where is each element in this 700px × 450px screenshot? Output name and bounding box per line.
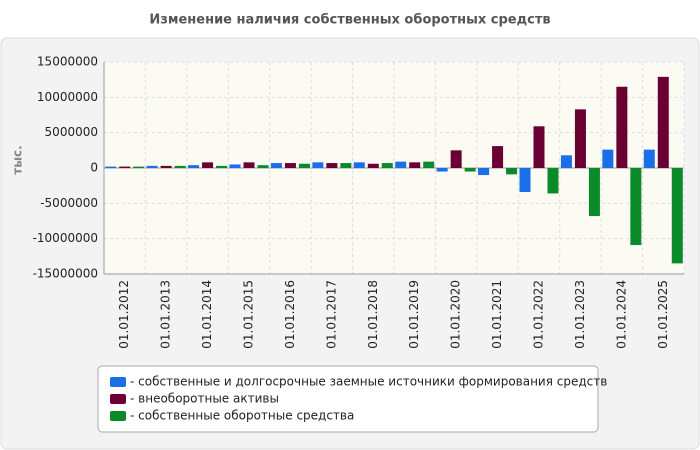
bar (312, 162, 324, 168)
bar (657, 76, 669, 168)
bar (298, 163, 310, 168)
x-tick-label: 01.01.2023 (573, 280, 587, 349)
x-tick-label: 01.01.2021 (490, 280, 504, 349)
bar (560, 155, 572, 168)
bar (243, 162, 255, 168)
x-tick-label: 01.01.2015 (242, 280, 256, 349)
legend-label: - внеоборотные активы (130, 392, 279, 406)
bar (547, 168, 559, 194)
y-tick-label: 5000000 (45, 125, 98, 139)
y-tick-label: -10000000 (33, 231, 98, 245)
bar (216, 165, 228, 168)
bar (616, 86, 628, 168)
bar (464, 168, 476, 172)
bar (367, 163, 379, 168)
bar (643, 149, 655, 168)
y-axis-label: тыс. (11, 145, 25, 174)
x-tick-label: 01.01.2022 (532, 280, 546, 349)
bar (284, 163, 296, 168)
x-tick-label: 01.01.2019 (407, 280, 421, 349)
bar (119, 166, 131, 168)
bar (174, 165, 186, 168)
bar (436, 168, 448, 172)
x-tick-label: 01.01.2014 (200, 280, 214, 349)
legend (97, 365, 599, 433)
legend-swatch (110, 411, 126, 421)
bar (395, 161, 407, 168)
y-tick-label: 10000000 (37, 90, 98, 104)
bar (519, 168, 531, 193)
y-tick-label: -5000000 (40, 196, 98, 210)
bar (574, 109, 586, 168)
bar (506, 168, 518, 175)
bar (257, 165, 269, 168)
x-tick-label: 01.01.2012 (117, 280, 131, 349)
x-tick-label: 01.01.2016 (283, 280, 297, 349)
bar (450, 150, 462, 168)
bar (326, 163, 338, 168)
bar (353, 162, 365, 168)
bar (409, 162, 421, 168)
bar (229, 164, 241, 168)
x-tick-label: 01.01.2017 (324, 280, 338, 349)
x-tick-label: 01.01.2025 (656, 280, 670, 349)
bar (478, 168, 490, 176)
x-tick-label: 01.01.2018 (366, 280, 380, 349)
bar (671, 168, 683, 264)
legend-swatch (110, 394, 126, 404)
legend-label: - собственные оборотные средства (130, 409, 354, 423)
bar (602, 149, 614, 168)
bar (533, 126, 545, 168)
bar (188, 165, 200, 168)
chart-title: Изменение наличия собственных оборотных … (149, 13, 550, 28)
legend-swatch (110, 377, 126, 387)
y-tick-label: 0 (90, 161, 98, 175)
bar (270, 163, 282, 168)
x-tick-label: 01.01.2024 (614, 280, 628, 349)
bar (630, 168, 642, 246)
bar (588, 168, 600, 217)
legend-label: - собственные и долгосрочные заемные ист… (130, 375, 607, 389)
bar (133, 166, 145, 168)
bar (146, 165, 158, 168)
bar (423, 161, 435, 168)
y-tick-label: -15000000 (33, 267, 98, 281)
bar (492, 146, 504, 168)
x-tick-label: 01.01.2013 (159, 280, 173, 349)
bar (160, 165, 172, 168)
bar (340, 163, 352, 168)
x-tick-label: 01.01.2020 (449, 280, 463, 349)
y-tick-label: 15000000 (37, 55, 98, 69)
bar (381, 163, 393, 168)
bar (202, 162, 214, 168)
bar (105, 166, 117, 168)
